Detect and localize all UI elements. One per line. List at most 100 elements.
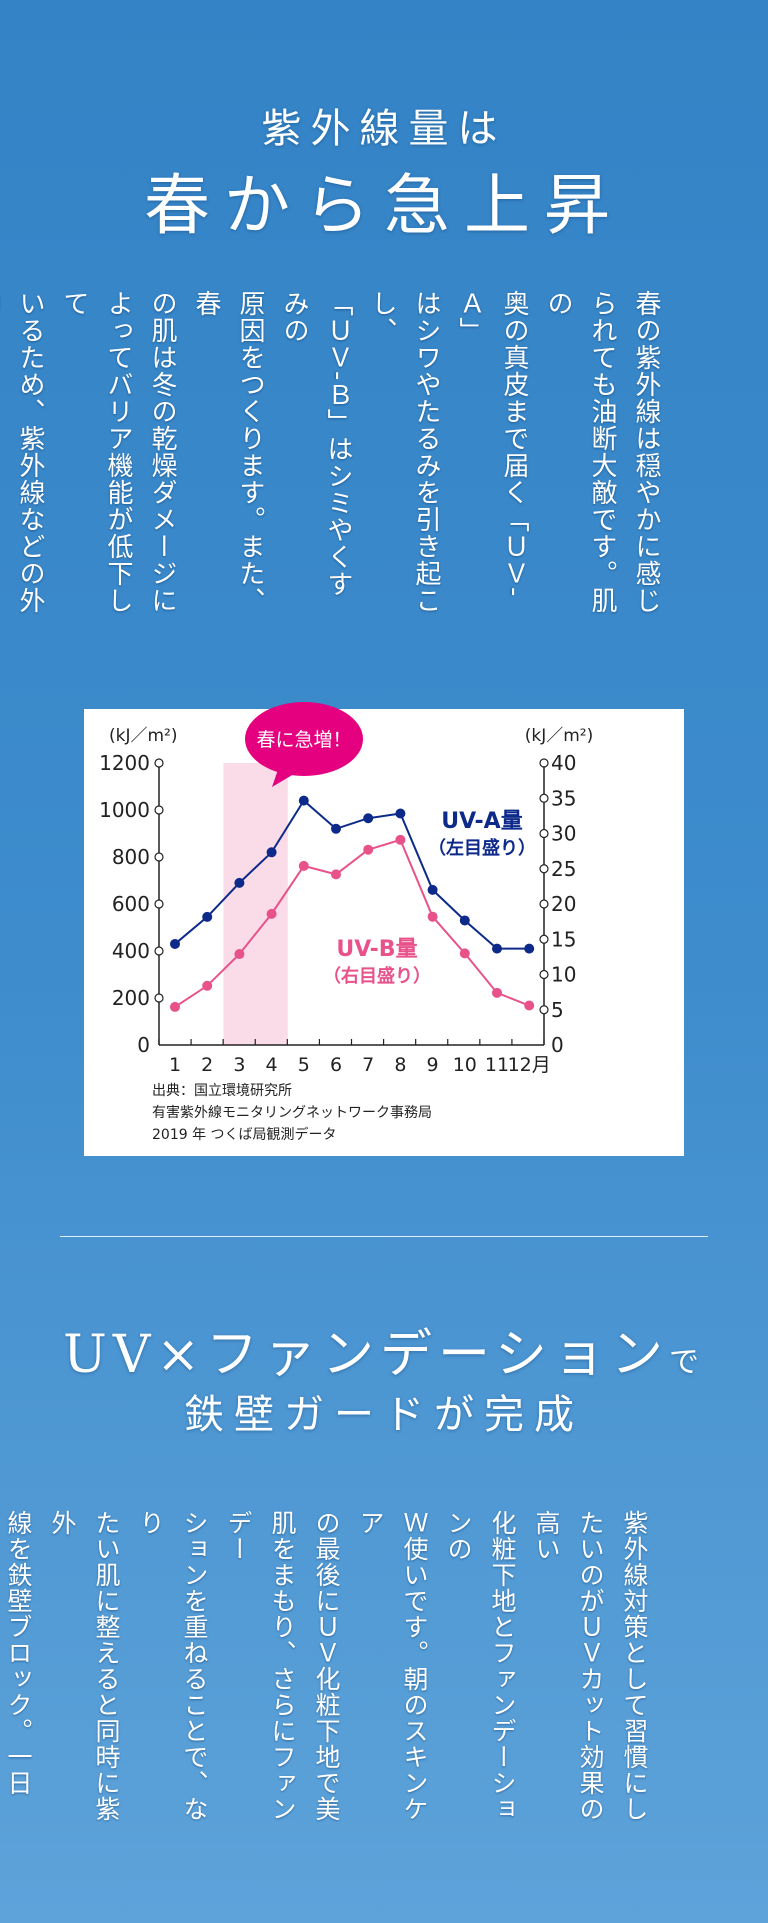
uva-point xyxy=(170,938,180,949)
uva-point xyxy=(395,808,406,819)
heading-main: UV×ファンデーション xyxy=(63,1325,669,1385)
month-label: 12月 xyxy=(508,1054,551,1076)
uva-legend-label: UV-A量 xyxy=(441,809,522,834)
text-column: 化粧下地とファンデーションの xyxy=(444,1510,517,1822)
right-tick-marker xyxy=(539,1005,549,1015)
heading-sub: 鉄壁ガードが完成 xyxy=(184,1392,584,1438)
right-tick-label: 10 xyxy=(551,963,576,987)
month-label: 5 xyxy=(298,1054,310,1076)
uv-chart: 0 200 400 600 800 1000 1200 0 5 10 15 20 25 30 35 40 (kJ… xyxy=(84,702,684,1156)
right-tick-marker xyxy=(539,934,549,944)
uva-point xyxy=(234,877,245,888)
uvb-point xyxy=(202,980,213,991)
text-column: 線を鉄壁ブロック。一日中、 xyxy=(4,1510,33,1796)
left-tick-marker xyxy=(154,852,164,862)
month-label: 1 xyxy=(169,1054,181,1076)
month-label: 2 xyxy=(201,1054,213,1076)
uvb-point xyxy=(234,949,245,960)
left-tick-label: 1000 xyxy=(99,798,150,822)
left-tick-marker xyxy=(154,758,164,768)
month-label: 11 xyxy=(485,1054,509,1076)
uvb-legend-note: （右目盛り） xyxy=(323,965,431,987)
uvb-point xyxy=(331,869,341,880)
uvb-point xyxy=(459,948,470,959)
left-axis-unit: (kJ／m²) xyxy=(109,726,178,746)
text-column: られても油断大敵です。肌の xyxy=(543,290,617,614)
month-label: 6 xyxy=(330,1054,342,1076)
left-tick-marker xyxy=(154,805,164,815)
month-label: 10 xyxy=(453,1054,477,1076)
right-tick-label: 30 xyxy=(551,822,576,846)
left-tick-label: 1200 xyxy=(99,751,150,775)
left-tick-label: 600 xyxy=(112,892,150,916)
uvb-point xyxy=(298,860,309,871)
callout-bubble xyxy=(245,702,363,776)
callout-text: 春に急増！ xyxy=(256,729,351,751)
uva-point xyxy=(363,813,374,824)
uva-point xyxy=(202,911,213,922)
left-tick-label: 800 xyxy=(112,845,150,869)
right-tick-label: 20 xyxy=(551,892,576,916)
right-tick-label: 0 xyxy=(551,1033,564,1057)
text-column: ションを重ねることで、なり xyxy=(136,1510,209,1822)
right-tick-marker xyxy=(539,899,549,909)
uva-point xyxy=(266,847,277,858)
month-label: 3 xyxy=(233,1054,245,1076)
text-column: 紫外線対策として習慣にし xyxy=(620,1510,649,1822)
uvb-legend-label: UV-B量 xyxy=(336,937,417,962)
left-tick-marker xyxy=(154,946,164,956)
month-label: 8 xyxy=(394,1054,406,1076)
right-tick-label: 40 xyxy=(551,751,576,775)
section-divider xyxy=(60,1236,708,1237)
text-column: Ｗ使いです。朝のスキンケア xyxy=(356,1510,429,1822)
heading-uv-foundation: UV×ファンデーションで xyxy=(0,1312,768,1387)
text-column: 奥の真皮まで届く「ＵＶ-Ａ」 xyxy=(455,290,529,598)
text-column: 肌をまもり、さらにファンデー xyxy=(224,1510,297,1822)
uva-point xyxy=(331,823,341,834)
text-column: たいのがＵＶカット効果の高い xyxy=(532,1510,605,1822)
right-tick-marker xyxy=(539,758,549,768)
right-tick-label: 15 xyxy=(551,927,576,951)
left-tick-marker xyxy=(154,993,164,1003)
source-line-1: 出典：国立環境研究所 xyxy=(152,1083,292,1099)
uvb-point xyxy=(524,1000,535,1011)
right-tick-label: 5 xyxy=(551,998,564,1022)
text-column: はシワやたるみを引き起こし、 xyxy=(367,290,441,614)
uva-point xyxy=(524,943,535,954)
source-line-3: 2019 年 つくば局観測データ xyxy=(152,1127,337,1143)
left-tick-marker xyxy=(154,899,164,909)
heading-suffix: で xyxy=(668,1345,705,1380)
right-tick-marker xyxy=(539,864,549,874)
uvb-point xyxy=(363,844,374,855)
uva-point xyxy=(492,943,502,954)
heading-small: 紫外線量は xyxy=(261,106,507,152)
text-column: たい肌に整えると同時に紫外 xyxy=(48,1510,121,1822)
left-tick-label: 200 xyxy=(112,986,150,1010)
text-column: よってバリア機能が低下して xyxy=(59,290,133,614)
text-column: いるため、紫外線などの外的 xyxy=(0,290,45,614)
right-tick-marker xyxy=(539,969,549,980)
body-text-foundation: 紫外線対策として習慣にし たいのがＵＶカット効果の高い 化粧下地とファンデーションの… xyxy=(0,1510,656,1840)
text-column: の肌は冬の乾燥ダメージに xyxy=(147,290,177,614)
left-tick-label: 0 xyxy=(137,1033,150,1057)
text-column: 「ＵＶ-Ｂ」はシミやくすみの xyxy=(279,290,353,598)
month-label: 7 xyxy=(362,1054,374,1076)
uvb-point xyxy=(427,911,438,922)
uv-chart-svg: 0200400600800100012000510152025303540(kJ… xyxy=(99,702,594,1076)
right-tick-label: 35 xyxy=(551,786,576,810)
right-tick-marker xyxy=(539,828,549,839)
source-line-2: 有害紫外線モニタリングネットワーク事務局 xyxy=(152,1105,432,1121)
text-column: 春の紫外線は穏やかに感じ xyxy=(631,290,661,614)
uvb-point xyxy=(266,908,277,919)
right-tick-label: 25 xyxy=(551,857,576,881)
right-axis-unit: (kJ／m²) xyxy=(525,726,594,746)
text-column: 原因をつくります。また、春 xyxy=(191,290,265,614)
left-tick-label: 400 xyxy=(112,939,150,963)
series-line-uvb xyxy=(174,838,530,1008)
uva-point xyxy=(459,915,470,926)
uva-point xyxy=(298,795,309,806)
uvb-point xyxy=(492,987,502,998)
uvb-point xyxy=(395,834,406,845)
body-text-spring-uv: 春の紫外線は穏やかに感じ られても油断大敵です。肌の 奥の真皮まで届く「ＵＶ-Ａ」は… xyxy=(0,290,668,620)
right-tick-marker xyxy=(539,793,549,803)
